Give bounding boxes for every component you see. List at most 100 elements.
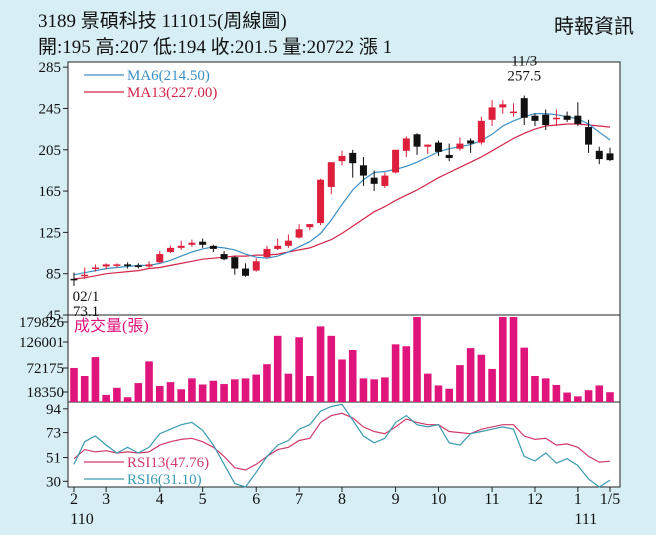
volume-bar [188, 378, 196, 402]
candle-body [520, 98, 528, 118]
price-tick-label: 205 [39, 143, 62, 159]
volume-bar [123, 397, 132, 402]
candle-body [542, 114, 550, 125]
candle-body [306, 224, 314, 228]
price-tick-label: 285 [39, 60, 62, 76]
candle-body [70, 278, 78, 281]
candle-body [124, 264, 132, 266]
volume-bar [306, 376, 314, 402]
price-tick-label: 45 [46, 308, 61, 324]
candle-body [177, 245, 185, 248]
volume-bar [488, 368, 496, 402]
candle-body [402, 138, 410, 151]
rsi6-line [73, 403, 611, 488]
x-tick-label: 5 [199, 491, 207, 508]
x-tick-label: 8 [338, 491, 346, 508]
price-tick-label: 85 [46, 267, 61, 283]
rsi13-line [73, 412, 611, 471]
volume-bar [413, 317, 421, 402]
x-tick-label: 10 [430, 491, 446, 508]
volume-bar [145, 361, 153, 402]
candle-body [113, 264, 121, 266]
candle-body [552, 117, 560, 120]
candle-body [134, 265, 142, 267]
candle-body [424, 144, 432, 147]
price-tick-label: 245 [39, 101, 62, 117]
volume-bar [595, 385, 604, 402]
volume-bar [423, 373, 432, 402]
candle-body [102, 264, 110, 267]
candle-body [188, 242, 196, 245]
rsi-tick-label: 51 [46, 451, 61, 467]
annotation-label: 257.5 [507, 69, 541, 85]
rsi-tick-label: 30 [46, 474, 61, 490]
candle-body [91, 267, 99, 269]
volume-bar [295, 337, 303, 402]
chart-title: 3189 景碩科技 111015(周線圖) [38, 11, 287, 32]
annotation-label: 02/1 [73, 289, 100, 305]
volume-bar [273, 335, 282, 402]
volume-bar [466, 348, 475, 402]
volume-bar [456, 365, 464, 402]
x-tick-label: 9 [392, 491, 400, 508]
volume-bar [231, 379, 239, 402]
volume-bar [263, 364, 271, 402]
legend-label: MA6(214.50) [127, 68, 210, 84]
volume-bar [252, 374, 261, 402]
candle-body [531, 115, 539, 121]
volume-bar [338, 359, 346, 402]
price-tick-label: 125 [39, 225, 62, 241]
candle-body [434, 142, 442, 152]
volume-bar [445, 388, 453, 402]
candle-body [274, 245, 282, 249]
volume-bar [177, 389, 185, 402]
candle-body [467, 140, 475, 144]
candle-body [81, 274, 89, 277]
volume-bar [520, 347, 529, 402]
volume-bar [552, 384, 561, 402]
data-source: 時報資訊 [554, 16, 634, 38]
candle-body [370, 177, 378, 184]
candle-body [392, 149, 400, 173]
candle-body [381, 175, 389, 186]
volume-bar [198, 384, 207, 402]
volume-bar [113, 387, 121, 402]
volume-bar [327, 335, 336, 402]
x-tick-label: 1/5 [600, 491, 620, 508]
volume-bar [166, 382, 175, 402]
candle-body [477, 120, 485, 143]
price-quote: 開:195 高:207 低:194 收:201.5 量:20722 漲 1 [38, 37, 393, 58]
volume-bar [220, 384, 228, 402]
volume-bar [434, 385, 443, 402]
volume-bar [381, 377, 389, 402]
candle-body [488, 107, 496, 120]
volume-bar [606, 392, 614, 402]
volume-bar [70, 367, 78, 402]
candle-body [606, 153, 614, 161]
volume-bar [477, 354, 486, 402]
volume-bar [499, 317, 507, 402]
candle-body [595, 150, 603, 160]
volume-title: 成交量(張) [74, 317, 149, 335]
x-tick-label: 11 [484, 491, 499, 508]
volume-bar [584, 390, 593, 402]
volume-bar [370, 379, 378, 402]
volume-bar [402, 346, 411, 402]
volume-bar [574, 396, 582, 402]
rsi-tick-label: 94 [46, 402, 62, 418]
volume-bar [348, 350, 357, 402]
candle-body [338, 155, 346, 162]
candle-body [499, 104, 507, 108]
volume-tick-label: 72175 [27, 361, 65, 377]
volume-tick-label: 179826 [19, 315, 65, 331]
volume-bar [316, 326, 325, 402]
x-year-label: 110 [70, 511, 93, 528]
x-tick-label: 4 [156, 491, 164, 508]
annotation-label: 73.1 [73, 304, 99, 320]
candle-body [413, 134, 421, 147]
legend-label: MA13(227.00) [127, 85, 217, 101]
rsi-legend-label: RSI6(31.10) [127, 472, 202, 488]
candle-body [284, 240, 292, 246]
candle-body [510, 111, 518, 114]
